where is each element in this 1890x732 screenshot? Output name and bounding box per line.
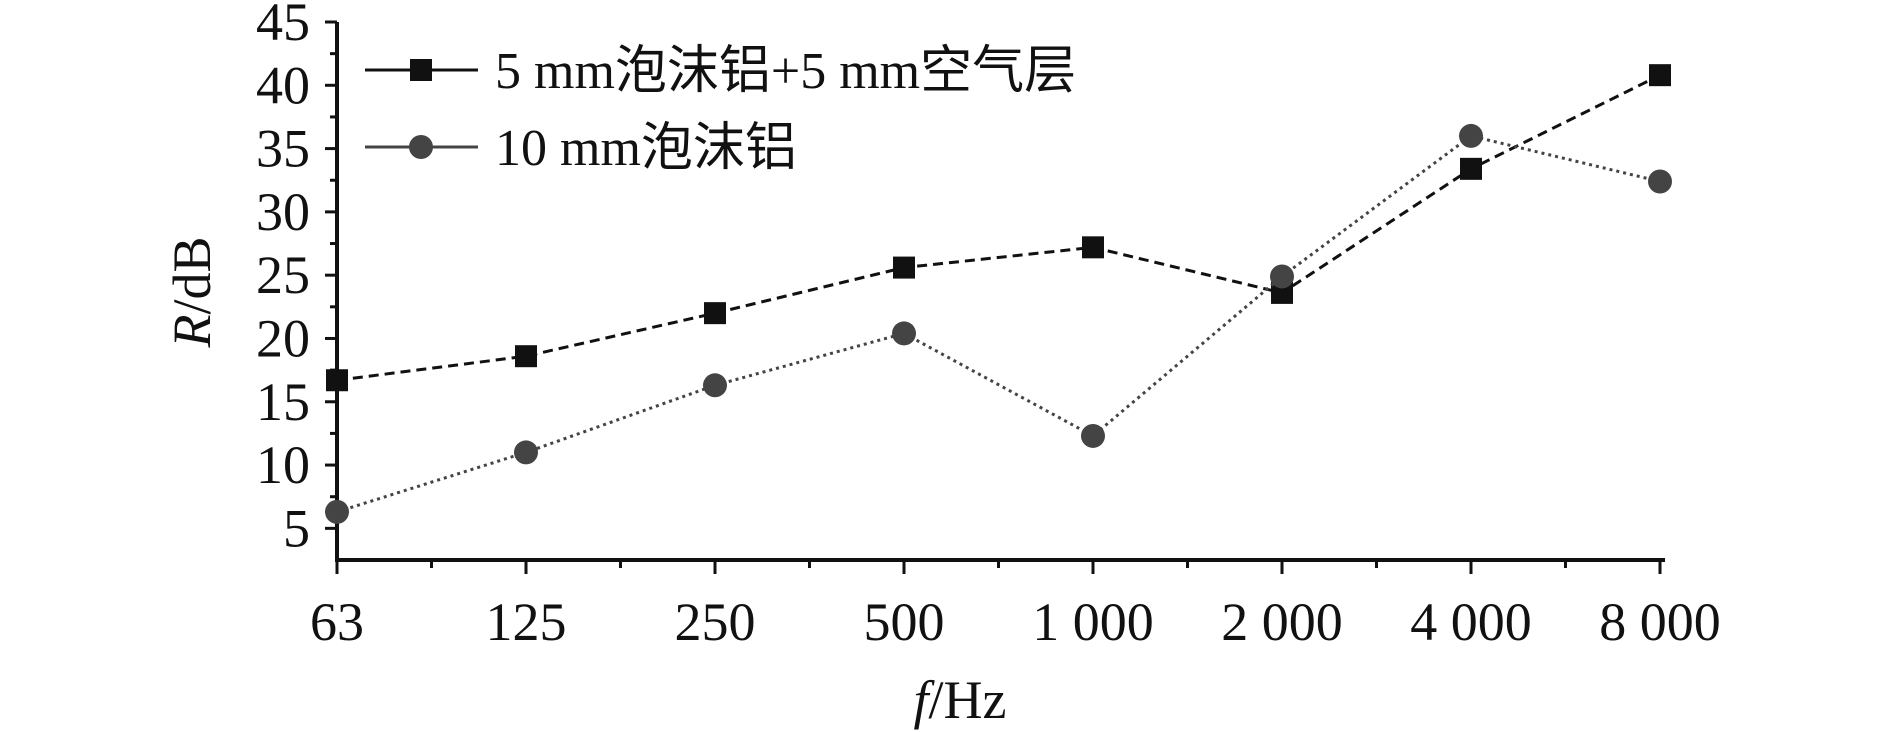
series-1-point [1649, 64, 1671, 87]
series-2-point [1270, 264, 1294, 289]
y-tick-label: 35 [256, 119, 310, 179]
series-layer [325, 64, 1672, 524]
x-tick-label: 4 000 [1410, 592, 1532, 652]
legend-marker-1 [410, 59, 432, 81]
y-tick-label: 45 [256, 0, 310, 52]
series-2-point [1648, 169, 1672, 194]
x-tick-label: 500 [864, 592, 945, 652]
series-2-point [325, 499, 349, 524]
series-1-point [1271, 281, 1293, 304]
series-1-point [326, 369, 348, 392]
y-axis-title: R/dB [162, 236, 222, 348]
y-tick-label: 20 [256, 308, 310, 368]
x-tick-label: 63 [310, 592, 364, 652]
y-tick-label: 25 [256, 245, 310, 305]
series-line-1 [336, 73, 1661, 382]
y-tick-label: 10 [256, 435, 310, 495]
legend-label-1: 5 mm泡沫铝+5 mm空气层 [495, 43, 1076, 100]
y-tick-label: 40 [256, 55, 310, 115]
x-tick-label: 125 [486, 592, 567, 652]
y-tick-label: 15 [256, 372, 310, 432]
x-tick-label: 8 000 [1599, 592, 1721, 652]
x-tick-label: 2 000 [1221, 592, 1343, 652]
x-axis-title: f/Hz [914, 670, 1007, 730]
series-1-point [515, 345, 537, 368]
legend: 5 mm泡沫铝+5 mm空气层 10 mm泡沫铝 [365, 43, 1076, 177]
legend-label-2: 10 mm泡沫铝 [495, 120, 797, 177]
axes [335, 22, 1665, 562]
x-tick-label: 250 [675, 592, 756, 652]
series-line-2 [336, 134, 1661, 514]
series-2-point [1459, 123, 1483, 148]
series-2-point [514, 440, 538, 465]
series-1-point [704, 302, 726, 325]
series-2-point [1081, 423, 1105, 448]
series-1-point [1460, 157, 1482, 180]
legend-marker-2 [409, 135, 433, 159]
y-tick-label: 5 [283, 498, 310, 558]
series-2-point [703, 373, 727, 398]
series-2-point [892, 321, 916, 346]
x-ticks: 63 125 250 500 1 000 2 000 4 000 8 000 [310, 560, 1721, 652]
series-1-point [893, 256, 915, 279]
x-tick-label: 1 000 [1032, 592, 1154, 652]
y-tick-label: 30 [256, 182, 310, 242]
series-1-point [1082, 236, 1104, 259]
